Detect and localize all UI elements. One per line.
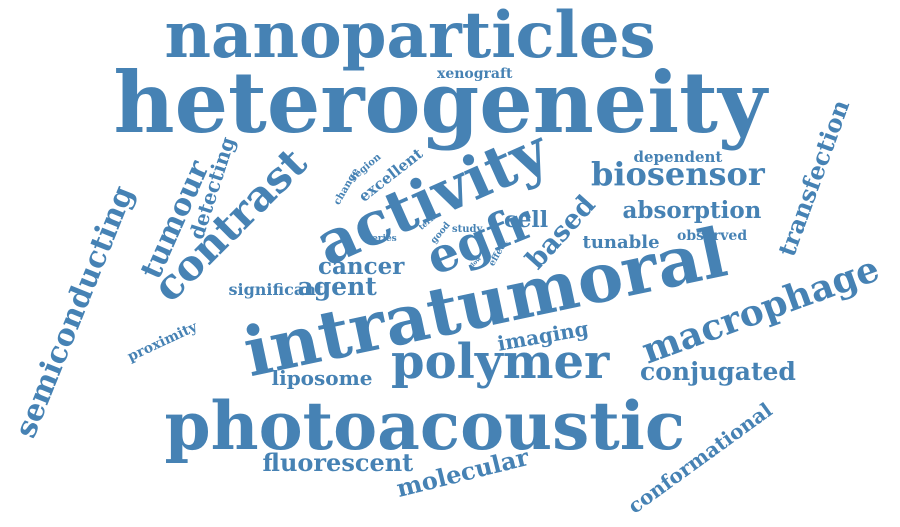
word-nanoparticles: nanoparticles (164, 0, 656, 73)
word-agent: agent (297, 271, 377, 301)
word-cancer: cancer (318, 252, 405, 280)
word-series: series (367, 233, 397, 244)
word-proximity: proximity (124, 318, 200, 366)
word-biosensor: biosensor (591, 155, 765, 193)
word-study: study (452, 224, 483, 235)
word-tunable: tunable (582, 232, 660, 253)
word-dependent: dependent (633, 147, 723, 166)
word-absorption: absorption (622, 196, 762, 224)
word-xenograft: xenograft (437, 66, 513, 82)
word-liposome: liposome (271, 366, 373, 390)
word-observed: observed (677, 228, 748, 244)
word-polymer: polymer (391, 334, 610, 390)
word-fluorescent: fluorescent (262, 448, 414, 477)
word-heterogeneity: heterogeneity (113, 53, 767, 152)
word-transfection: transfection (771, 95, 856, 260)
word-photoacoustic: photoacoustic (164, 387, 686, 465)
word-significant: significant (228, 280, 324, 299)
word-conjugated: conjugated (640, 356, 796, 386)
word-semiconducting: semiconducting (8, 180, 142, 443)
word-cell: cell (504, 207, 549, 233)
